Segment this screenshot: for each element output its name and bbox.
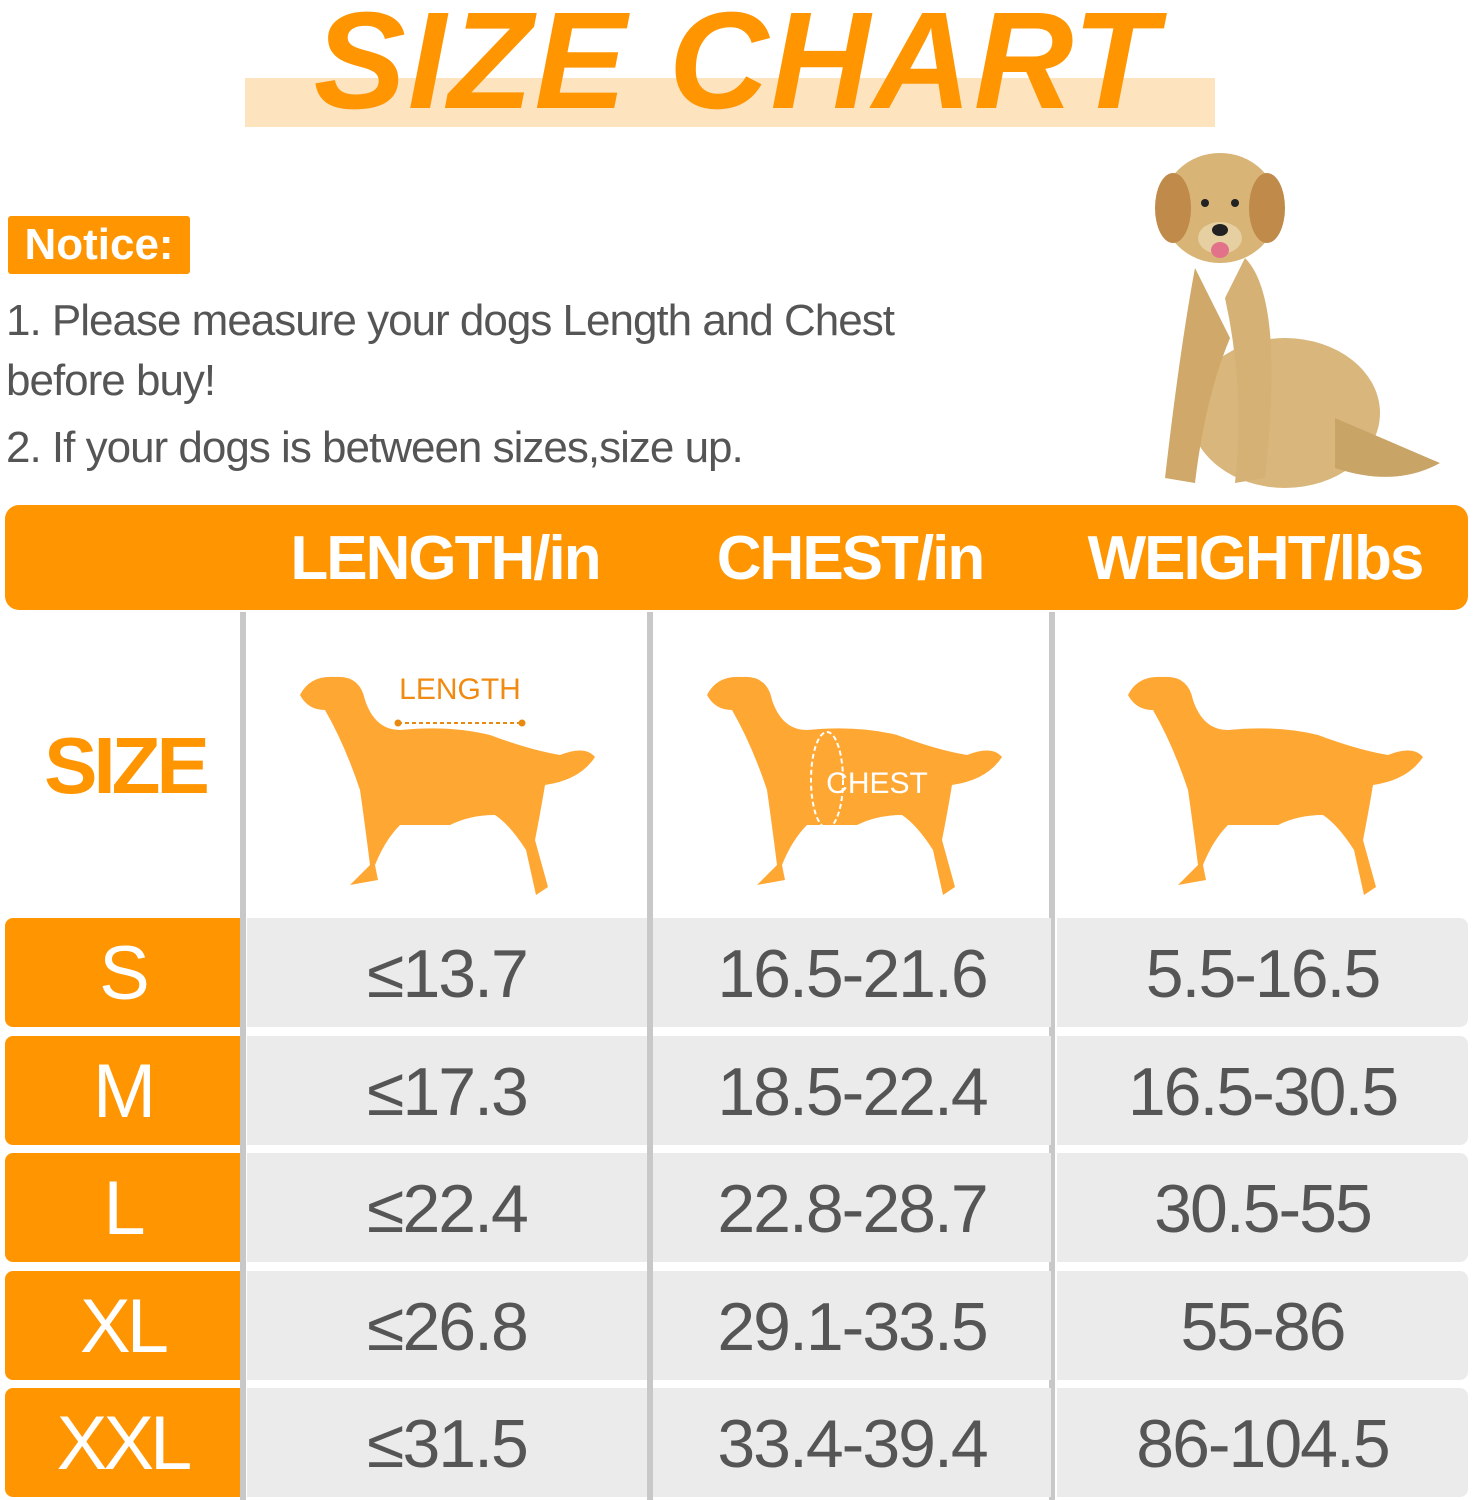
notice-line-2: before buy! <box>6 356 216 405</box>
table-row: L ≤22.4 22.8-28.7 30.5-55 <box>5 1153 1468 1262</box>
size-cell: XL <box>5 1271 240 1380</box>
page-title: SIZE CHART <box>313 0 1160 138</box>
column-header-length: LENGTH/in <box>290 524 601 593</box>
chest-cell: 33.4-39.4 <box>653 1388 1051 1497</box>
column-divider <box>240 612 246 1500</box>
weight-cell: 30.5-55 <box>1057 1153 1468 1262</box>
length-cell: ≤22.4 <box>247 1153 647 1262</box>
size-cell: XXL <box>5 1388 240 1497</box>
chest-diagram-label: CHEST <box>826 767 928 800</box>
column-header-chest: CHEST/in <box>716 524 985 593</box>
column-divider <box>647 612 653 1500</box>
chest-cell: 18.5-22.4 <box>653 1036 1051 1145</box>
size-cell: M <box>5 1036 240 1145</box>
length-cell: ≤13.7 <box>247 918 647 1027</box>
notice-line-3: 2. If your dogs is between sizes,size up… <box>6 423 744 472</box>
golden-retriever-photo <box>1155 153 1440 488</box>
length-cell: ≤17.3 <box>247 1036 647 1145</box>
chest-cell: 29.1-33.5 <box>653 1271 1051 1380</box>
table-row: XXL ≤31.5 33.4-39.4 86-104.5 <box>5 1388 1468 1497</box>
notice-badge: Notice: <box>8 216 190 274</box>
table-row: M ≤17.3 18.5-22.4 16.5-30.5 <box>5 1036 1468 1145</box>
dog-length-diagram: LENGTH <box>300 673 595 895</box>
length-cell: ≤31.5 <box>247 1388 647 1497</box>
column-header-weight: WEIGHT/lbs <box>1087 524 1425 593</box>
chest-cell: 22.8-28.7 <box>653 1153 1051 1262</box>
length-cell: ≤26.8 <box>247 1271 647 1380</box>
table-header-bar <box>5 505 1468 610</box>
chest-cell: 16.5-21.6 <box>653 918 1051 1027</box>
column-divider <box>1049 612 1055 1500</box>
dog-weight-diagram <box>1128 676 1423 895</box>
size-cell: S <box>5 918 240 1027</box>
weight-cell: 55-86 <box>1057 1271 1468 1380</box>
table-row: XL ≤26.8 29.1-33.5 55-86 <box>5 1271 1468 1380</box>
length-diagram-label: LENGTH <box>399 673 521 706</box>
notice-line-1: 1. Please measure your dogs Length and C… <box>6 296 895 345</box>
weight-cell: 16.5-30.5 <box>1057 1036 1468 1145</box>
dog-chest-diagram: CHEST <box>707 676 1002 895</box>
size-cell: L <box>5 1153 240 1262</box>
title-highlight <box>245 78 1215 127</box>
size-label: SIZE <box>44 721 210 810</box>
weight-cell: 86-104.5 <box>1057 1388 1468 1497</box>
weight-cell: 5.5-16.5 <box>1057 918 1468 1027</box>
table-row: S ≤13.7 16.5-21.6 5.5-16.5 <box>5 918 1468 1027</box>
